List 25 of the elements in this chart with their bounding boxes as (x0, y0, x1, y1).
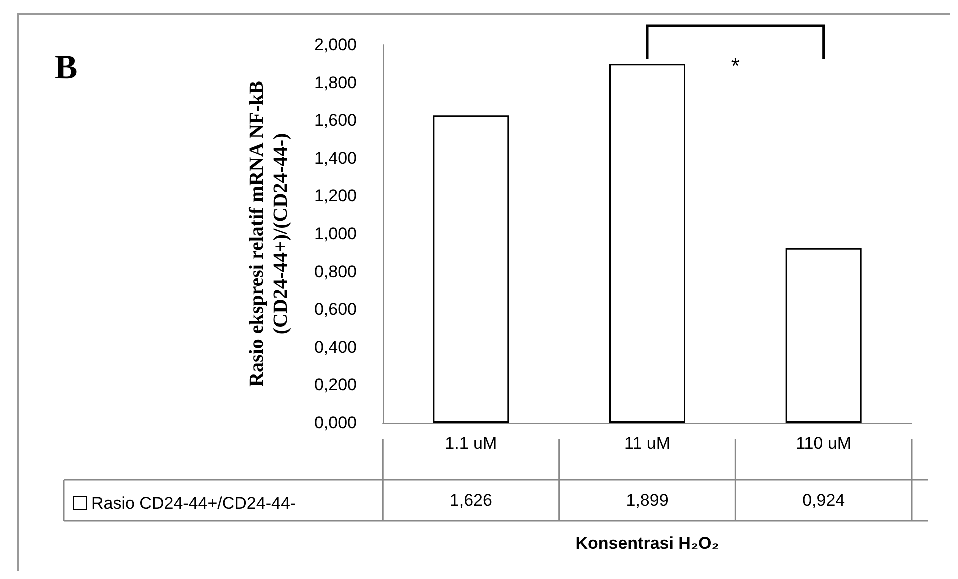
y-tick-label: 0,400 (314, 338, 357, 357)
y-tick-label: 1,600 (314, 111, 357, 130)
x-tick-label: 11 uM (624, 434, 670, 453)
annotation: * (731, 54, 740, 78)
x-axis-title: Konsentrasi H₂O₂ (576, 534, 720, 553)
y-tick-label: 1,000 (314, 224, 357, 244)
y-tick-label: 1,400 (314, 148, 357, 168)
bar (610, 64, 686, 423)
y-tick-label: 0,600 (314, 300, 357, 320)
y-tick-label: 1,200 (314, 186, 357, 206)
y-tick-label: 1,800 (314, 73, 357, 92)
x-tick-label: 110 uM (796, 434, 852, 453)
data-label: 0,924 (802, 491, 846, 510)
text: B (55, 50, 78, 86)
y-tick-label: 0,200 (314, 376, 357, 395)
legend-label: Rasio CD24-44+/CD24-44- (92, 494, 296, 513)
y-axis-title: Rasio ekspresi relatif mRNA NF-kB (CD24-44+)/(CD24-44-) (246, 81, 292, 387)
data-label: 1,626 (450, 491, 492, 510)
data-label: 1,899 (626, 491, 669, 510)
bar (786, 248, 862, 423)
x-tick-label: 1.1 uM (445, 434, 498, 453)
bar (433, 116, 510, 423)
y-tick-label: 2,000 (314, 36, 357, 54)
y-tick-label: 0,000 (314, 414, 357, 432)
y-tick-label: 0,800 (314, 262, 357, 282)
